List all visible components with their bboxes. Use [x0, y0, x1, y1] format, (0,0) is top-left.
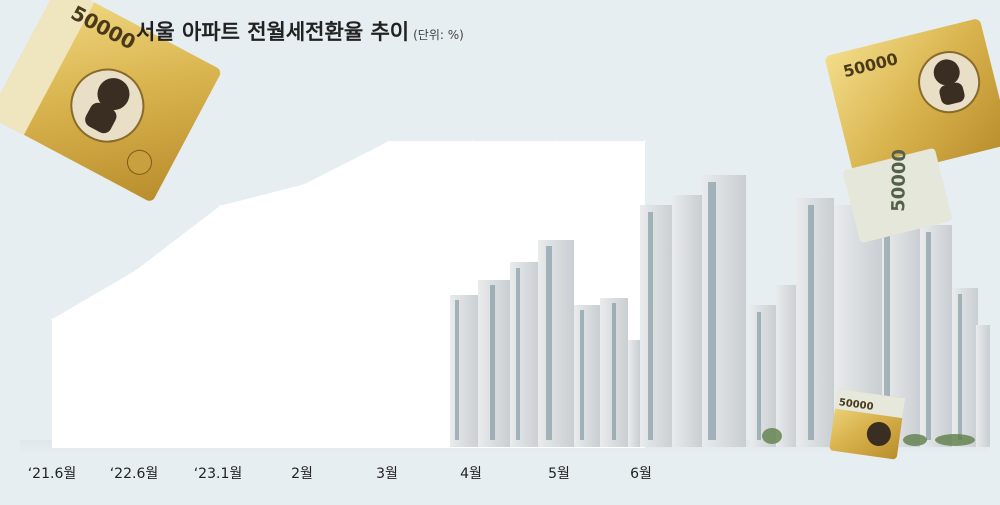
- data-point: [219, 204, 222, 207]
- data-point: [135, 269, 137, 271]
- data-point: [387, 140, 390, 143]
- data-point: [51, 318, 53, 321]
- x-tick-label: 4월: [460, 466, 482, 482]
- svg-text:50000: 50000: [888, 149, 910, 212]
- data-point: [471, 140, 474, 143]
- x-axis-labels: ‘21.6월 ‘22.6월 ‘23.1월 2월 3월 4월 5월 6월: [28, 466, 652, 482]
- banknote-right-illustration: 50000 50000: [825, 19, 1000, 243]
- banknote-left-illustration: 50000: [0, 0, 221, 201]
- chart-title-text: 서울 아파트 전월세전환율 추이: [136, 20, 410, 44]
- unit-label: (단위: %): [413, 28, 464, 42]
- apartment-buildings-illustration: [450, 175, 990, 447]
- data-point: [555, 140, 558, 143]
- banknote-small-illustration: 50000: [829, 388, 906, 460]
- data-points: [51, 140, 646, 321]
- x-tick-label: 5월: [548, 466, 570, 482]
- x-tick-label: 2월: [291, 466, 313, 482]
- x-tick-label: 6월: [630, 466, 652, 482]
- x-tick-label: ‘23.1월: [194, 466, 243, 482]
- x-tick-label: ‘22.6월: [110, 466, 159, 482]
- chart-title: 서울 아파트 전월세전환율 추이 (단위: %): [136, 16, 464, 46]
- data-point: [303, 183, 306, 186]
- x-tick-label: 3월: [376, 466, 398, 482]
- svg-text:50000: 50000: [838, 397, 874, 413]
- x-tick-label: ‘21.6월: [28, 466, 77, 482]
- data-point: [644, 140, 646, 143]
